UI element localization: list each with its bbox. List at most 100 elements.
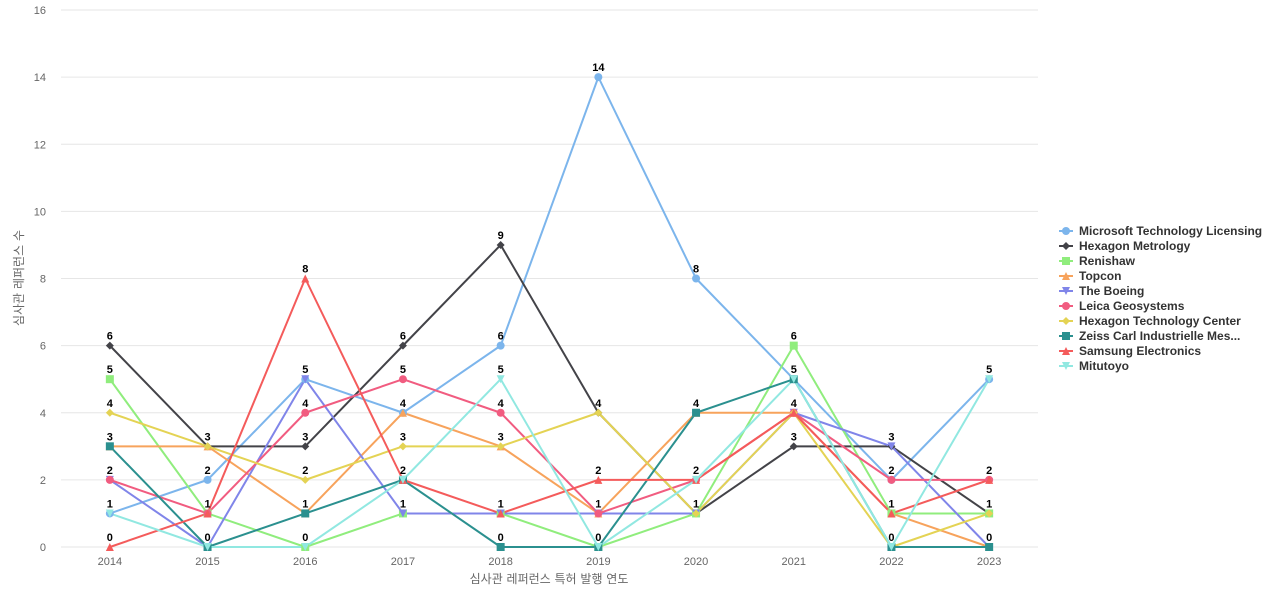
- data-label: 4: [791, 398, 798, 410]
- data-point: [594, 73, 603, 82]
- data-label: 6: [498, 331, 504, 343]
- legend-item[interactable]: The Boeing: [1079, 284, 1144, 298]
- data-label: 5: [400, 364, 406, 376]
- data-point: [789, 375, 798, 384]
- data-label: 0: [986, 532, 992, 544]
- y-tick-label: 16: [34, 5, 46, 17]
- data-point: [398, 475, 407, 484]
- legend-symbol: [1062, 272, 1070, 280]
- data-label: 4: [498, 398, 505, 410]
- data-point: [887, 475, 896, 484]
- data-label: 4: [595, 398, 602, 410]
- data-label: 4: [107, 398, 114, 410]
- legend-symbol: [1062, 227, 1070, 235]
- data-label: 5: [791, 364, 797, 376]
- legend-item[interactable]: Topcon: [1079, 269, 1121, 283]
- y-axis-ticks: 0 2 4 6 8 10 12 14 16: [34, 5, 46, 554]
- legend-item[interactable]: Zeiss Carl Industrielle Mes...: [1079, 329, 1240, 343]
- y-tick-label: 12: [34, 139, 46, 151]
- data-point: [887, 543, 896, 551]
- data-point: [692, 408, 701, 417]
- data-label: 1: [888, 498, 894, 510]
- data-label: 0: [498, 532, 504, 544]
- legend-symbol: [1062, 362, 1070, 370]
- y-tick-label: 6: [40, 341, 46, 353]
- data-label: 3: [400, 431, 406, 443]
- data-point: [985, 509, 994, 518]
- data-label: 6: [400, 331, 406, 343]
- data-point: [692, 274, 701, 283]
- data-label: 4: [400, 398, 407, 410]
- data-label: 6: [791, 331, 797, 343]
- data-point: [887, 442, 896, 451]
- data-point: [594, 543, 603, 551]
- data-point: [496, 509, 505, 518]
- data-label: 2: [302, 465, 308, 477]
- y-tick-label: 8: [40, 274, 46, 286]
- data-point: [105, 509, 114, 518]
- data-point: [496, 408, 505, 417]
- data-label: 14: [592, 62, 605, 74]
- data-label: 3: [888, 431, 894, 443]
- legend-item[interactable]: Samsung Electronics: [1079, 344, 1201, 358]
- x-tick-label: 2020: [684, 556, 708, 568]
- data-point: [985, 375, 994, 384]
- x-tick-label: 2019: [586, 556, 610, 568]
- series-line: [108, 378, 991, 548]
- data-label: 2: [888, 465, 894, 477]
- data-label: 2: [595, 465, 601, 477]
- data-point: [496, 240, 505, 249]
- y-tick-label: 14: [34, 72, 46, 84]
- y-tick-label: 10: [34, 206, 46, 218]
- data-point: [789, 442, 798, 451]
- legend-symbol: [1062, 287, 1070, 295]
- data-point: [301, 274, 310, 283]
- x-tick-label: 2017: [391, 556, 415, 568]
- legend-item[interactable]: Leica Geosystems: [1079, 299, 1185, 313]
- data-label: 2: [400, 465, 406, 477]
- legend-item[interactable]: Microsoft Technology Licensing: [1079, 224, 1262, 238]
- data-point: [496, 442, 505, 451]
- legend-item[interactable]: Mitutoyo: [1079, 359, 1129, 373]
- legend-item[interactable]: Renishaw: [1079, 254, 1136, 268]
- data-point: [105, 341, 114, 350]
- series-lines: [108, 76, 991, 548]
- data-label: 3: [498, 431, 504, 443]
- data-point: [301, 442, 310, 451]
- data-point: [496, 543, 505, 551]
- data-labels: 6543210321085432106543219654310144210842…: [107, 62, 992, 544]
- data-label: 3: [791, 431, 797, 443]
- data-label: 1: [693, 498, 699, 510]
- data-point: [203, 475, 212, 484]
- data-point: [105, 442, 114, 451]
- data-point: [594, 475, 603, 484]
- y-axis-title: 심사관 레퍼런스 수: [12, 230, 26, 326]
- data-label: 9: [498, 230, 504, 242]
- x-tick-label: 2016: [293, 556, 317, 568]
- data-label: 0: [302, 532, 308, 544]
- data-point: [398, 341, 407, 350]
- x-tick-label: 2022: [879, 556, 903, 568]
- data-label: 5: [498, 364, 504, 376]
- data-point: [985, 543, 994, 551]
- x-tick-label: 2018: [488, 556, 512, 568]
- data-point: [398, 408, 407, 417]
- series-line: [108, 76, 991, 515]
- data-label: 1: [400, 498, 406, 510]
- data-label: 3: [302, 431, 308, 443]
- legend-symbol: [1062, 257, 1070, 265]
- data-point: [496, 341, 505, 350]
- data-label: 0: [595, 532, 601, 544]
- legend-item[interactable]: Hexagon Technology Center: [1079, 314, 1241, 328]
- legend-symbol: [1062, 242, 1070, 250]
- legend-symbol: [1062, 347, 1070, 355]
- data-point: [105, 475, 114, 484]
- data-label: 5: [302, 364, 308, 376]
- data-label: 1: [498, 498, 504, 510]
- data-point: [887, 509, 896, 518]
- data-point: [594, 408, 603, 417]
- data-label: 1: [302, 498, 308, 510]
- data-point: [203, 543, 212, 551]
- legend-item[interactable]: Hexagon Metrology: [1079, 239, 1191, 253]
